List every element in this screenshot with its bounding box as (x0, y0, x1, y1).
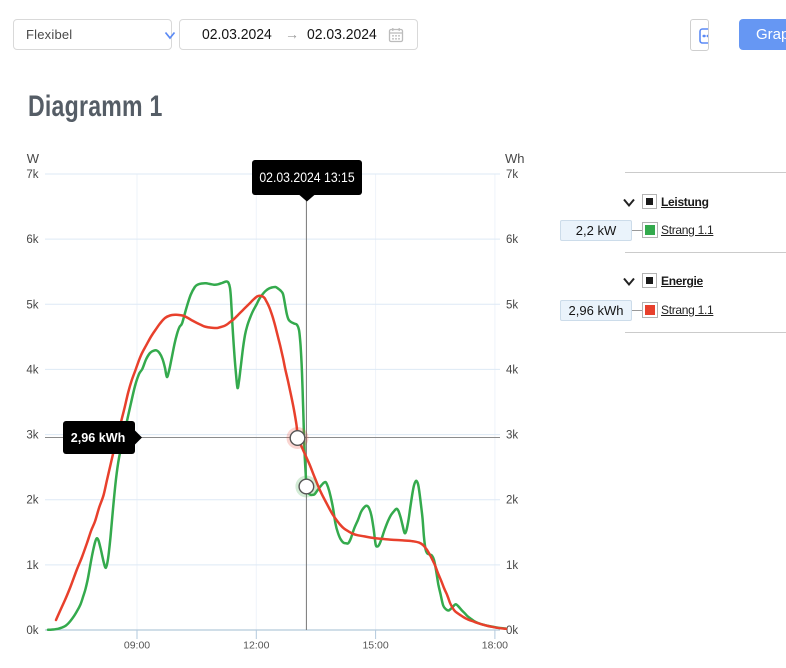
svg-text:6k: 6k (26, 234, 38, 246)
svg-text:5k: 5k (26, 299, 38, 311)
svg-text:3k: 3k (26, 430, 38, 442)
svg-text:7k: 7k (506, 169, 518, 181)
svg-text:2,96 kWh: 2,96 kWh (71, 430, 126, 445)
svg-text:Wh: Wh (505, 151, 525, 166)
svg-text:15:00: 15:00 (362, 640, 388, 652)
svg-text:2k: 2k (26, 495, 38, 507)
svg-text:02.03.2024 13:15: 02.03.2024 13:15 (259, 169, 354, 185)
svg-text:09:00: 09:00 (124, 640, 150, 652)
svg-text:2k: 2k (506, 495, 518, 507)
svg-text:6k: 6k (506, 234, 518, 246)
svg-text:4k: 4k (26, 364, 38, 376)
svg-text:1k: 1k (506, 560, 518, 572)
svg-text:0k: 0k (506, 625, 518, 637)
svg-text:7k: 7k (26, 169, 38, 181)
svg-text:3k: 3k (506, 430, 518, 442)
svg-text:4k: 4k (506, 364, 518, 376)
svg-text:1k: 1k (26, 560, 38, 572)
svg-text:W: W (27, 151, 40, 166)
svg-text:12:00: 12:00 (243, 640, 269, 652)
svg-text:18:00: 18:00 (482, 640, 508, 652)
svg-text:0k: 0k (26, 625, 38, 637)
svg-text:5k: 5k (506, 299, 518, 311)
